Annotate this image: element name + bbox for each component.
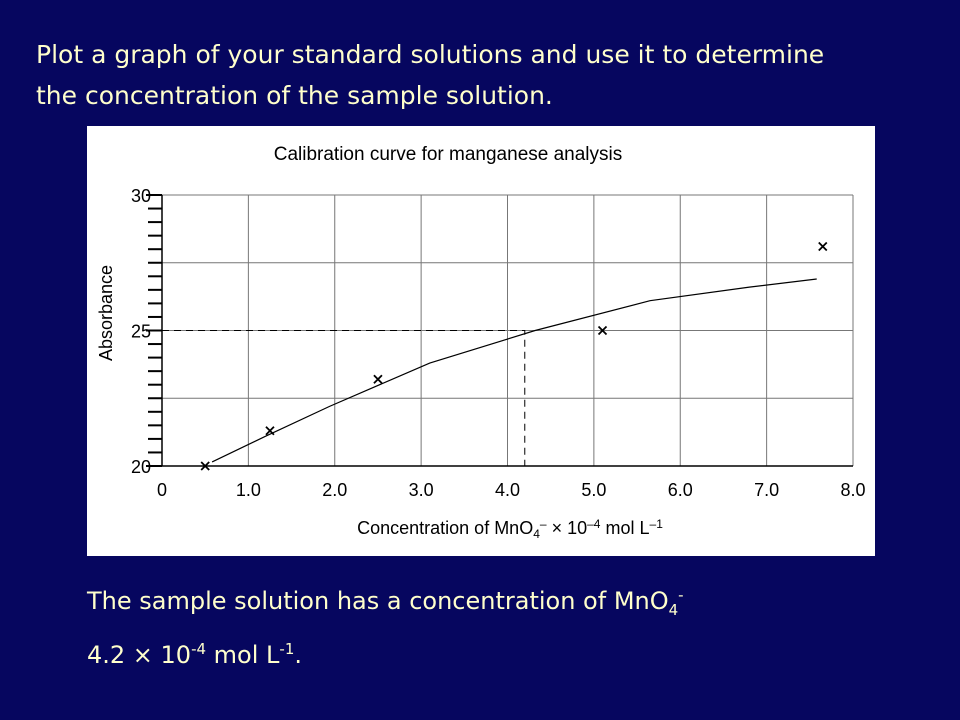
text-run: Concentration of MnO (357, 518, 533, 538)
data-point (818, 241, 828, 252)
text-run: × 10 (547, 518, 588, 538)
x-tick-label: 5.0 (581, 480, 606, 500)
chart-title: Calibration curve for manganese analysis (274, 144, 623, 165)
data-point (373, 374, 383, 384)
text-run: 4.2 × 10 (87, 641, 192, 669)
text-run: 4 (533, 527, 540, 541)
text-run: mol L (600, 518, 649, 538)
x-tick-label: 8.0 (840, 480, 865, 500)
text-run: mol L (206, 641, 280, 669)
text-run: -1 (279, 640, 295, 658)
chart-panel: Calibration curve for manganese analysis… (87, 126, 875, 556)
heading: Plot a graph of your standard solutions … (36, 40, 825, 110)
x-tick-label: 4.0 (495, 480, 520, 500)
text-run: -4 (191, 640, 207, 658)
fit-curve (211, 278, 817, 463)
answer-line: The sample solution has a concentration … (87, 586, 684, 619)
x-tick-label: 6.0 (668, 480, 693, 500)
x-tick-label: 7.0 (754, 480, 779, 500)
data-point (265, 426, 275, 436)
text-run: 4 (668, 600, 679, 619)
y-tick-label: 20 (131, 457, 151, 477)
x-axis-label: Concentration of MnO4– × 10–4 mol L–1 (357, 517, 663, 541)
y-axis-label: Absorbance (96, 265, 116, 361)
y-tick-label: 30 (131, 186, 151, 206)
text-run: - (678, 586, 684, 604)
text-run: The sample solution has a concentration … (87, 587, 669, 615)
data-point (200, 461, 210, 471)
text-run: . (294, 641, 303, 669)
reading-line (162, 330, 526, 466)
x-tick-label: 0 (157, 480, 167, 500)
text-run: –4 (587, 517, 601, 531)
x-tick-label: 1.0 (236, 480, 261, 500)
text-run: – (540, 517, 547, 531)
x-tick-label: 2.0 (322, 480, 347, 500)
answer-line: 4.2 × 10-4 mol L-1. (87, 640, 302, 669)
chart: Calibration curve for manganese analysis… (96, 144, 866, 541)
text-run: –1 (650, 517, 664, 531)
y-tick-label: 25 (131, 322, 151, 342)
data-point (597, 325, 608, 336)
x-tick-label: 3.0 (409, 480, 434, 500)
